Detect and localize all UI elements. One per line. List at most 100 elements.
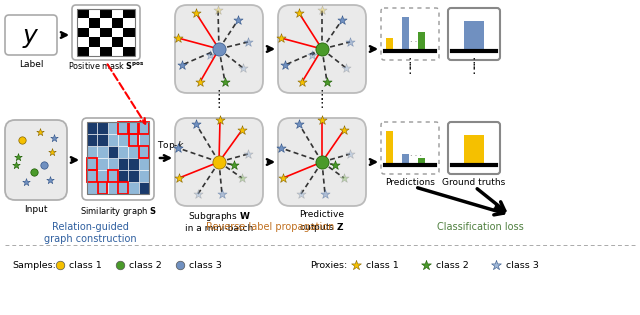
Text: class 1: class 1 bbox=[366, 261, 399, 270]
Point bbox=[341, 66, 351, 71]
Bar bbox=[129, 146, 139, 158]
Point bbox=[345, 152, 355, 157]
Bar bbox=[464, 21, 484, 51]
Point bbox=[175, 262, 185, 267]
Bar bbox=[386, 38, 393, 51]
Point bbox=[294, 10, 304, 15]
Point bbox=[214, 159, 224, 164]
Point bbox=[317, 8, 327, 13]
Bar bbox=[464, 135, 484, 165]
Bar bbox=[129, 170, 139, 182]
Point bbox=[233, 17, 243, 22]
Point bbox=[17, 137, 27, 142]
Bar bbox=[112, 47, 124, 56]
Bar bbox=[97, 134, 108, 146]
Point bbox=[173, 36, 183, 41]
Point bbox=[39, 163, 49, 168]
Point bbox=[13, 154, 23, 159]
Bar bbox=[77, 9, 135, 56]
Bar bbox=[112, 37, 124, 47]
Bar bbox=[87, 134, 97, 146]
Text: Samples:: Samples: bbox=[12, 261, 56, 270]
Text: ⋮: ⋮ bbox=[316, 89, 328, 102]
Point bbox=[213, 8, 223, 13]
Text: ⋮: ⋮ bbox=[468, 64, 480, 77]
Bar bbox=[139, 182, 149, 194]
Text: class 2: class 2 bbox=[129, 261, 162, 270]
Bar bbox=[97, 170, 108, 182]
Bar bbox=[124, 28, 135, 37]
Bar bbox=[100, 28, 112, 37]
Point bbox=[317, 47, 327, 52]
Text: ⋮: ⋮ bbox=[212, 98, 225, 111]
Bar bbox=[87, 122, 97, 134]
Bar bbox=[77, 28, 88, 37]
Bar bbox=[129, 122, 139, 134]
Point bbox=[217, 192, 227, 197]
Bar bbox=[108, 170, 118, 182]
Bar bbox=[112, 18, 124, 28]
FancyBboxPatch shape bbox=[381, 8, 439, 60]
Point bbox=[339, 128, 349, 133]
Text: Subgraphs $\mathbf{W}$
in a mini-batch: Subgraphs $\mathbf{W}$ in a mini-batch bbox=[185, 210, 253, 233]
Bar bbox=[118, 122, 129, 134]
Point bbox=[229, 163, 239, 168]
Bar bbox=[129, 170, 139, 182]
Bar bbox=[402, 154, 409, 165]
FancyBboxPatch shape bbox=[448, 122, 500, 174]
Point bbox=[29, 169, 39, 175]
Bar bbox=[88, 9, 100, 18]
Point bbox=[351, 262, 361, 267]
Bar bbox=[118, 170, 129, 182]
Point bbox=[220, 79, 230, 84]
Point bbox=[11, 163, 21, 168]
Bar bbox=[87, 122, 149, 194]
Text: · · ·: · · · bbox=[410, 152, 422, 161]
Bar bbox=[98, 182, 108, 194]
Bar bbox=[87, 146, 97, 158]
Bar bbox=[124, 47, 135, 56]
Bar bbox=[88, 47, 100, 56]
Point bbox=[280, 62, 290, 67]
Bar bbox=[118, 170, 129, 182]
Text: class 2: class 2 bbox=[436, 261, 468, 270]
Bar bbox=[118, 122, 128, 134]
Text: · · ·: · · · bbox=[410, 38, 422, 47]
Point bbox=[191, 10, 201, 15]
Bar bbox=[87, 122, 97, 134]
Point bbox=[307, 53, 317, 58]
Bar bbox=[97, 122, 108, 134]
Bar bbox=[108, 182, 118, 194]
Text: Predictive
outputs $\mathbf{Z}$: Predictive outputs $\mathbf{Z}$ bbox=[300, 210, 345, 234]
Bar bbox=[118, 158, 129, 170]
Bar bbox=[108, 122, 118, 134]
Point bbox=[276, 36, 286, 41]
Bar bbox=[118, 134, 129, 146]
Text: class 3: class 3 bbox=[506, 261, 539, 270]
Bar bbox=[124, 37, 135, 47]
Text: Label: Label bbox=[19, 60, 44, 69]
Point bbox=[238, 66, 248, 71]
Bar bbox=[97, 146, 108, 158]
Text: ⋮: ⋮ bbox=[404, 64, 416, 77]
Point bbox=[55, 262, 65, 267]
Point bbox=[317, 159, 327, 164]
Point bbox=[237, 175, 247, 180]
Point bbox=[297, 79, 307, 84]
Point bbox=[215, 117, 225, 123]
Bar bbox=[100, 9, 112, 18]
FancyBboxPatch shape bbox=[278, 5, 366, 93]
Bar bbox=[108, 170, 118, 182]
Bar bbox=[129, 134, 139, 146]
Point bbox=[115, 262, 125, 267]
Text: Ground truths: Ground truths bbox=[442, 178, 506, 187]
Bar bbox=[129, 122, 138, 134]
FancyBboxPatch shape bbox=[381, 122, 439, 174]
Bar bbox=[77, 9, 88, 18]
Point bbox=[491, 262, 501, 267]
Text: Similarity graph $\mathbf{S}$: Similarity graph $\mathbf{S}$ bbox=[79, 205, 156, 218]
FancyBboxPatch shape bbox=[82, 118, 154, 200]
Bar bbox=[129, 182, 139, 194]
FancyBboxPatch shape bbox=[278, 118, 366, 206]
Bar bbox=[88, 18, 100, 28]
